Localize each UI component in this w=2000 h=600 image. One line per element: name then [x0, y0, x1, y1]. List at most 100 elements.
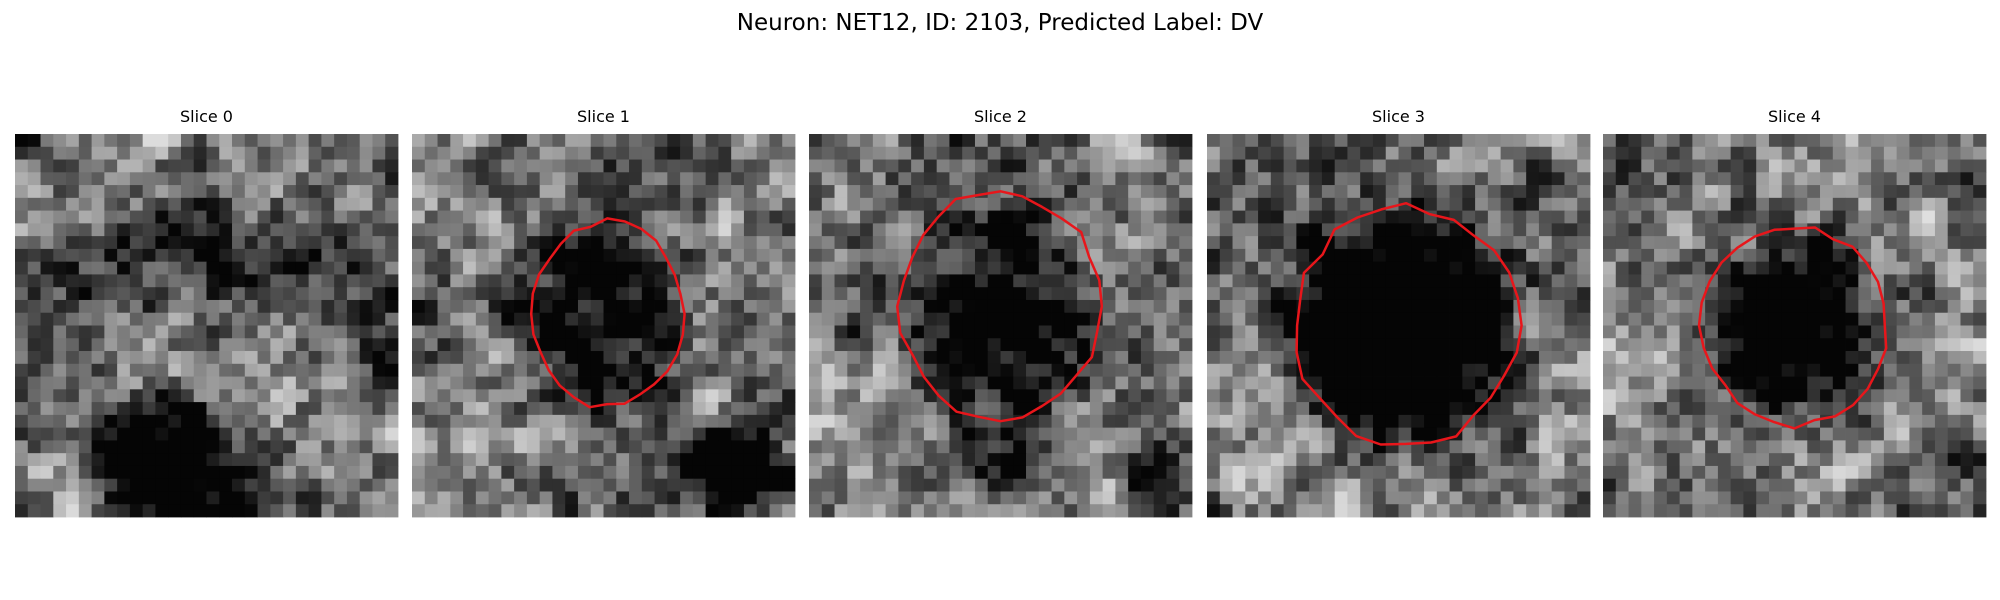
- pixel: [1219, 504, 1233, 518]
- pixel: [1436, 504, 1450, 518]
- pixel: [962, 159, 976, 173]
- pixel: [1372, 312, 1387, 326]
- pixel: [450, 414, 464, 429]
- pixel: [475, 363, 489, 377]
- pixel: [155, 185, 169, 199]
- pixel: [821, 223, 835, 237]
- pixel: [821, 363, 835, 377]
- pixel: [463, 197, 477, 211]
- pixel: [809, 338, 823, 352]
- pixel: [1896, 338, 1910, 352]
- pixel: [1513, 414, 1527, 429]
- pixel: [1832, 325, 1846, 339]
- pixel: [193, 478, 207, 492]
- pixel: [1832, 134, 1846, 148]
- pixel: [232, 172, 246, 186]
- pixel: [1500, 146, 1514, 160]
- pixel: [974, 236, 989, 250]
- pixel: [885, 351, 899, 365]
- pixel: [1475, 325, 1489, 339]
- pixel: [1296, 338, 1310, 352]
- pixel: [1436, 172, 1450, 186]
- pixel: [104, 402, 118, 416]
- pixel: [769, 427, 783, 441]
- pixel: [270, 185, 284, 199]
- pixel: [193, 453, 207, 467]
- pixel: [1462, 287, 1476, 301]
- pixel: [1219, 312, 1233, 326]
- pixel: [1832, 440, 1846, 454]
- pixel: [1258, 197, 1272, 211]
- pixel: [15, 299, 29, 314]
- pixel: [1832, 261, 1846, 275]
- pixel: [1064, 325, 1078, 339]
- pixel: [680, 248, 694, 263]
- pixel: [923, 363, 938, 377]
- pixel: [372, 363, 386, 377]
- pixel: [1934, 363, 1949, 377]
- pixel: [590, 312, 604, 326]
- pixel: [1487, 351, 1502, 365]
- pixel: [129, 504, 144, 518]
- pixel: [590, 248, 604, 263]
- pixel: [1883, 351, 1898, 365]
- pixel: [53, 491, 67, 505]
- pixel: [1360, 338, 1374, 352]
- pixel: [1820, 261, 1834, 275]
- pixel: [129, 274, 144, 288]
- pixel: [321, 325, 335, 339]
- pixel: [475, 274, 489, 288]
- pixel: [809, 402, 823, 416]
- pixel: [629, 325, 643, 339]
- pixel: [743, 146, 758, 160]
- pixel: [40, 274, 54, 288]
- pixel: [232, 274, 246, 288]
- pixel: [692, 478, 707, 492]
- pixel: [1526, 172, 1540, 186]
- pixel: [1166, 325, 1180, 339]
- pixel: [1807, 440, 1821, 454]
- pixel: [860, 146, 874, 160]
- pixel: [911, 414, 925, 429]
- pixel: [1270, 223, 1284, 237]
- pixel: [219, 287, 233, 301]
- pixel: [1934, 185, 1949, 199]
- pixel: [1232, 312, 1246, 326]
- pixel: [654, 363, 668, 377]
- pixel: [1179, 287, 1193, 301]
- pixel: [911, 465, 925, 480]
- pixel: [743, 504, 758, 518]
- pixel: [1026, 427, 1040, 441]
- pixel: [1577, 185, 1591, 199]
- pixel: [27, 236, 41, 250]
- pixel: [667, 172, 681, 186]
- pixel: [1909, 236, 1923, 250]
- pixel: [501, 185, 515, 199]
- pixel: [53, 261, 67, 275]
- pixel: [1398, 299, 1412, 314]
- pixel: [705, 440, 719, 454]
- pixel: [244, 287, 258, 301]
- pixel: [1960, 325, 1974, 339]
- pixel: [142, 363, 156, 377]
- pixel: [15, 197, 29, 211]
- pixel: [142, 325, 156, 339]
- pixel: [283, 185, 297, 199]
- pixel: [232, 287, 246, 301]
- pixel: [488, 414, 502, 429]
- pixel: [1705, 146, 1719, 160]
- pixel: [1717, 159, 1732, 173]
- pixel: [821, 504, 835, 518]
- pixel: [232, 453, 246, 467]
- pixel: [539, 172, 553, 186]
- pixel: [295, 274, 310, 288]
- pixel: [603, 134, 617, 148]
- pixel: [295, 325, 310, 339]
- pixel: [15, 465, 29, 480]
- pixel: [27, 389, 41, 403]
- pixel: [1077, 185, 1091, 199]
- pixel: [1973, 248, 1987, 263]
- pixel: [1372, 248, 1387, 263]
- pixel: [1179, 325, 1193, 339]
- pixel: [552, 210, 566, 224]
